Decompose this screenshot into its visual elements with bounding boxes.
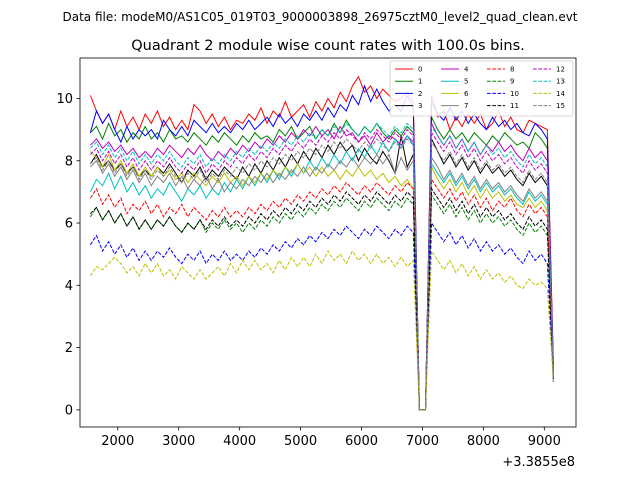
legend-label-15: 15	[556, 102, 565, 110]
series-line-7	[90, 153, 554, 411]
legend-label-8: 8	[510, 66, 514, 74]
x-tick-label: 7000	[406, 434, 439, 449]
y-tick-label: 6	[65, 217, 73, 232]
series-line-12	[90, 128, 554, 411]
series-line-13	[90, 122, 554, 411]
axes-frame	[79, 57, 577, 428]
y-tick-label: 2	[65, 341, 73, 356]
legend-label-0: 0	[418, 66, 422, 74]
legend-label-3: 3	[418, 102, 422, 110]
series-line-10	[89, 221, 554, 411]
series-line-5	[89, 134, 554, 411]
legend-label-7: 7	[464, 102, 468, 110]
series-line-15	[90, 138, 554, 411]
legend-frame	[389, 60, 574, 117]
legend-label-14: 14	[556, 90, 565, 98]
y-tick-label: 0	[65, 403, 73, 418]
legend-label-9: 9	[510, 78, 514, 86]
figure-suptitle: Data file: modeM0/AS1C05_019T03_90000038…	[62, 10, 577, 24]
series-line-14	[89, 249, 554, 411]
legend-label-10: 10	[510, 90, 519, 98]
series-line-2	[89, 84, 554, 411]
x-tick-label: 8000	[467, 434, 500, 449]
chart-title: Quadrant 2 module wise count rates with …	[131, 38, 525, 54]
y-tick-label: 4	[65, 279, 73, 294]
x-tick-label: 2000	[101, 434, 134, 449]
legend-label-12: 12	[556, 66, 565, 74]
x-tick-label: 4000	[223, 434, 256, 449]
legend-label-2: 2	[418, 90, 422, 98]
legend-label-13: 13	[556, 78, 565, 86]
x-tick-label: 9000	[528, 434, 561, 449]
x-offset-label: +3.3855e8	[502, 455, 575, 470]
series-line-8	[89, 177, 554, 411]
series-line-9	[89, 193, 554, 411]
series-line-0	[89, 75, 554, 411]
legend-label-6: 6	[464, 90, 469, 98]
legend-label-11: 11	[510, 102, 519, 110]
y-tick-label: 10	[56, 92, 73, 107]
x-tick-label: 3000	[162, 434, 195, 449]
legend-label-1: 1	[418, 78, 422, 86]
series-line-6	[90, 151, 554, 411]
series-line-11	[90, 187, 554, 411]
x-tick-label: 5000	[284, 434, 317, 449]
plot-area: 2000 3000 4000 5000 6000 7000 8000 9000 0 2 4 6 8 10 0…	[56, 57, 577, 449]
legend-label-4: 4	[464, 66, 469, 74]
x-tick-label: 6000	[345, 434, 378, 449]
legend-label-5: 5	[464, 78, 468, 86]
y-tick-label: 8	[65, 154, 73, 169]
